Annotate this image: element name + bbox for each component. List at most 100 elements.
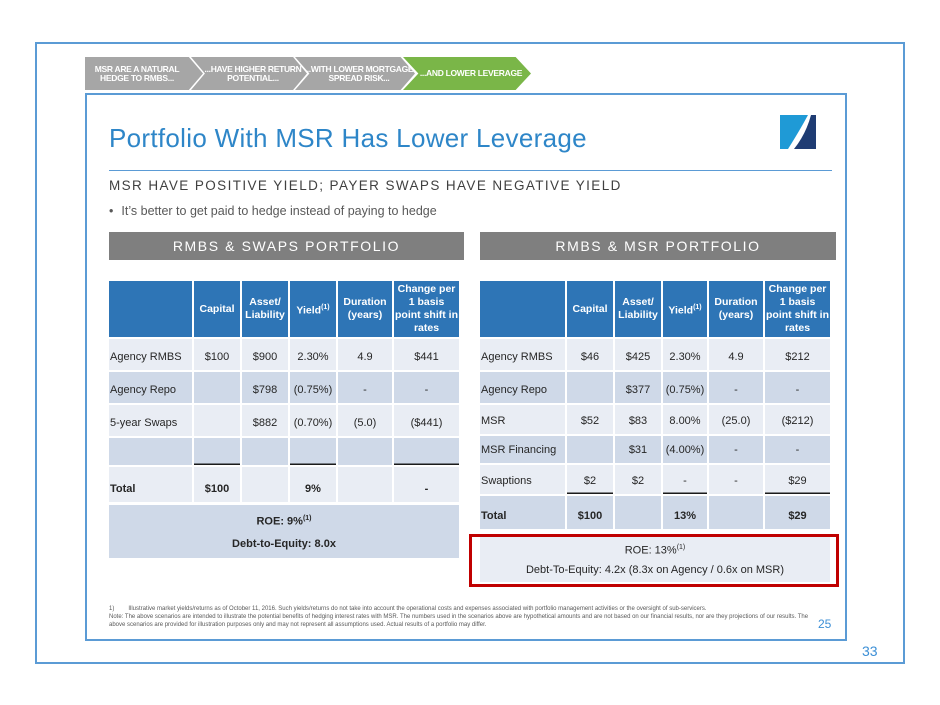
portfolio-table: Capital Asset/ Liability Yield(1) Durati…: [109, 281, 459, 502]
cell-yield: [289, 436, 338, 466]
cell-asset: $425: [614, 337, 663, 371]
cell-capital: [193, 403, 242, 437]
column-header-yield: Yield(1): [662, 281, 709, 338]
cell-duration: -: [708, 463, 765, 495]
cell-change: $29: [764, 494, 830, 529]
cell-duration: -: [337, 370, 394, 404]
cell-duration: [337, 465, 394, 502]
table-row: Agency RMBS $46 $425 2.30% 4.9 $212: [480, 337, 830, 371]
portfolio-table: Capital Asset/ Liability Yield(1) Durati…: [480, 281, 830, 529]
cell-asset: $377: [614, 370, 663, 404]
breadcrumb: MSR ARE A NATURAL HEDGE TO RMBS... ...HA…: [85, 57, 535, 90]
bullet-icon: •: [109, 204, 114, 218]
cell-change: $441: [393, 337, 459, 371]
cell-change: $212: [764, 337, 830, 371]
column-header-label: [480, 281, 567, 338]
breadcrumb-step-lower-spread-risk: ...WITH LOWER MORTGAGE SPREAD RISK...: [295, 57, 415, 90]
row-label: Total: [109, 465, 194, 502]
highlight-box: [469, 534, 839, 587]
cell-change: -: [764, 434, 830, 464]
debt-to-equity-text: Debt-to-Equity: 8.0x: [232, 538, 336, 550]
cell-yield: (0.75%): [289, 370, 338, 404]
column-header-duration: Duration (years): [708, 281, 765, 338]
table-row-total: Total $100 13% $29: [480, 494, 830, 529]
table-row: Agency Repo $798 (0.75%) - -: [109, 370, 459, 404]
cell-asset: $31: [614, 434, 663, 464]
table-row: 5-year Swaps $882 (0.70%) (5.0) ($441): [109, 403, 459, 437]
cell-yield: 8.00%: [662, 403, 709, 435]
row-label: Total: [480, 494, 567, 529]
roe-text: ROE: 9%(1): [256, 515, 312, 528]
column-header-asset-liability: Asset/ Liability: [241, 281, 290, 338]
table-row: Agency RMBS $100 $900 2.30% 4.9 $441: [109, 337, 459, 371]
footnote-note: Note: The above scenarios are intended t…: [109, 614, 809, 628]
row-label: Agency Repo: [480, 370, 567, 404]
column-header-capital: Capital: [193, 281, 242, 338]
cell-capital: [193, 436, 242, 466]
table-row-total: Total $100 9% -: [109, 465, 459, 502]
summary-box: ROE: 9%(1) Debt-to-Equity: 8.0x: [109, 505, 459, 558]
cell-duration: -: [708, 370, 765, 404]
cell-duration: [708, 494, 765, 529]
panel-title: RMBS & SWAPS PORTFOLIO: [109, 232, 464, 260]
table-row: [109, 436, 459, 466]
cell-capital: $52: [566, 403, 615, 435]
row-label: Agency RMBS: [109, 337, 194, 371]
company-logo-icon: [780, 115, 816, 149]
footnotes: 1) Illustrative market yields/returns as …: [109, 605, 815, 629]
cell-yield: 2.30%: [662, 337, 709, 371]
bullet-text: It’s better to get paid to hedge instead…: [121, 204, 437, 218]
table-row: MSR $52 $83 8.00% (25.0) ($212): [480, 403, 830, 435]
page-title: Portfolio With MSR Has Lower Leverage: [109, 123, 587, 153]
cell-asset: [241, 465, 290, 502]
cell-duration: 4.9: [337, 337, 394, 371]
column-header-duration: Duration (years): [337, 281, 394, 338]
cell-duration: [337, 436, 394, 466]
table-row: Agency Repo $377 (0.75%) - -: [480, 370, 830, 404]
cell-duration: (25.0): [708, 403, 765, 435]
breadcrumb-step-natural-hedge: MSR ARE A NATURAL HEDGE TO RMBS...: [85, 57, 203, 90]
cell-asset: $900: [241, 337, 290, 371]
footnote-1: 1) Illustrative market yields/returns as …: [109, 606, 707, 612]
debt-to-equity-text: Debt-To-Equity: 4.2x (8.3x on Agency / 0…: [525, 564, 784, 576]
column-header-change: Change per 1 basis point shift in rates: [393, 281, 459, 338]
cell-yield: 9%: [289, 465, 338, 502]
column-header-capital: Capital: [566, 281, 615, 338]
cell-duration: -: [708, 434, 765, 464]
cell-asset: $798: [241, 370, 290, 404]
cell-asset: [241, 436, 290, 466]
inner-page-number: 25: [818, 617, 832, 631]
cell-yield: (4.00%): [662, 434, 709, 464]
cell-change: ($441): [393, 403, 459, 437]
cell-change: ($212): [764, 403, 830, 435]
bullet-point: • It’s better to get paid to hedge instea…: [109, 204, 437, 218]
column-header-yield: Yield(1): [289, 281, 338, 338]
breadcrumb-step-higher-return: ...HAVE HIGHER RETURN POTENTIAL...: [191, 57, 307, 90]
roe-text: ROE: 13%(1): [624, 544, 686, 557]
cell-asset: $882: [241, 403, 290, 437]
row-label: Agency RMBS: [480, 337, 567, 371]
cell-capital: [193, 370, 242, 404]
cell-yield: (0.75%): [662, 370, 709, 404]
cell-capital: $100: [193, 337, 242, 371]
column-header-change: Change per 1 basis point shift in rates: [764, 281, 830, 338]
table-row: Swaptions $2 $2 - - $29: [480, 463, 830, 495]
title-divider: [109, 170, 832, 171]
row-label: MSR: [480, 403, 567, 435]
cell-change: -: [393, 370, 459, 404]
rmbs-msr-portfolio: RMBS & MSR PORTFOLIO Capital Asset/ Liab…: [469, 232, 839, 587]
cell-yield: (0.70%): [289, 403, 338, 437]
cell-change: -: [764, 370, 830, 404]
cell-yield: -: [662, 463, 709, 495]
column-header-asset-liability: Asset/ Liability: [614, 281, 663, 338]
slide-panel: Portfolio With MSR Has Lower Leverage MS…: [85, 93, 847, 641]
cell-asset: $83: [614, 403, 663, 435]
row-label: MSR Financing: [480, 434, 567, 464]
cell-yield: 2.30%: [289, 337, 338, 371]
outer-page-number: 33: [862, 643, 878, 659]
cell-change: -: [393, 465, 459, 502]
cell-capital: $46: [566, 337, 615, 371]
summary-box: ROE: 13%(1) Debt-To-Equity: 4.2x (8.3x o…: [480, 536, 830, 582]
cell-asset: $2: [614, 463, 663, 495]
cell-change: [393, 436, 459, 466]
